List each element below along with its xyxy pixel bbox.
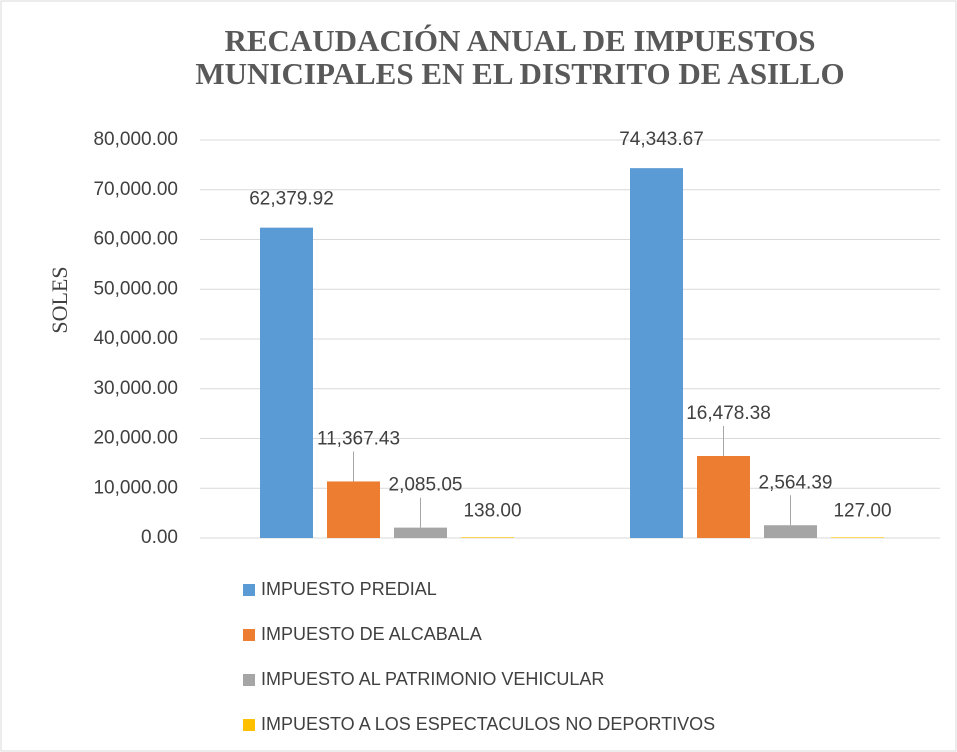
data-label: 2,564.39 bbox=[759, 472, 833, 493]
chart-title: RECAUDACIÓN ANUAL DE IMPUESTOS bbox=[224, 23, 815, 58]
bar bbox=[327, 481, 380, 538]
chart-title: MUNICIPALES EN EL DISTRITO DE ASILLO bbox=[195, 56, 844, 91]
legend-label: IMPUESTO PREDIAL bbox=[261, 579, 437, 599]
legend-label: IMPUESTO DE ALCABALA bbox=[261, 624, 482, 644]
bar bbox=[831, 537, 884, 538]
bar bbox=[461, 537, 514, 538]
data-label: 11,367.43 bbox=[317, 428, 400, 449]
y-tick-label: 20,000.00 bbox=[93, 428, 178, 449]
data-label: 2,085.05 bbox=[389, 475, 463, 496]
y-tick-label: 70,000.00 bbox=[93, 179, 178, 200]
data-label: 74,343.67 bbox=[619, 129, 704, 150]
data-label: 16,478.38 bbox=[686, 403, 771, 424]
bar bbox=[394, 527, 447, 538]
data-label: 138.00 bbox=[463, 500, 521, 521]
bar bbox=[260, 227, 313, 538]
bar bbox=[697, 456, 750, 538]
legend-label: IMPUESTO A LOS ESPECTACULOS NO DEPORTIVO… bbox=[261, 714, 715, 734]
legend-swatch bbox=[243, 584, 255, 596]
y-axis-label: SOLES bbox=[47, 266, 72, 333]
bar bbox=[764, 525, 817, 538]
legend-swatch bbox=[243, 629, 255, 641]
data-label: 127.00 bbox=[833, 500, 891, 521]
y-tick-label: 60,000.00 bbox=[93, 229, 178, 250]
data-label: 62,379.92 bbox=[249, 189, 334, 210]
legend-label: IMPUESTO AL PATRIMONIO VEHICULAR bbox=[261, 669, 604, 689]
y-tick-label: 40,000.00 bbox=[93, 328, 178, 349]
legend-swatch bbox=[243, 674, 255, 686]
y-tick-label: 80,000.00 bbox=[93, 129, 178, 150]
y-tick-label: 0.00 bbox=[141, 527, 178, 548]
y-tick-label: 50,000.00 bbox=[93, 278, 178, 299]
legend-swatch bbox=[243, 719, 255, 731]
y-tick-label: 30,000.00 bbox=[93, 378, 178, 399]
bar bbox=[630, 168, 683, 538]
y-tick-label: 10,000.00 bbox=[93, 477, 178, 498]
